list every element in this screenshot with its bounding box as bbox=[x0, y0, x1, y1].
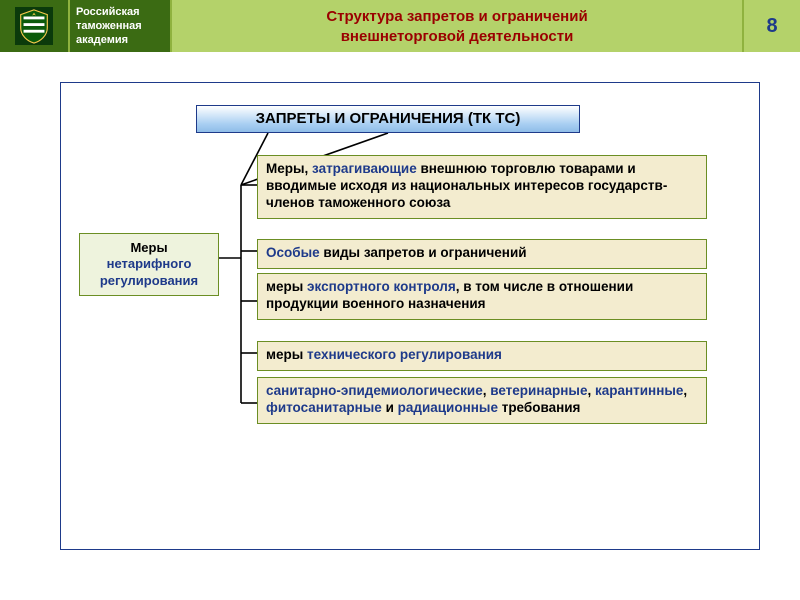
page-number: 8 bbox=[744, 0, 800, 52]
root-node: ЗАПРЕТЫ И ОГРАНИЧЕНИЯ (ТК ТС) bbox=[196, 105, 580, 133]
item-node-1: Меры, затрагивающие внешнюю торговлю тов… bbox=[257, 155, 707, 219]
item-node-2: Особые виды запретов и ограничений bbox=[257, 239, 707, 269]
left-node: Меры нетарифного регулирования bbox=[79, 233, 219, 296]
item-node-4: меры технического регулирования bbox=[257, 341, 707, 371]
title-line-2: внешнеторговой деятельности bbox=[180, 27, 734, 47]
item-node-5: санитарно-эпидемиологические, ветеринарн… bbox=[257, 377, 707, 424]
item-node-3: меры экспортного контроля, в том числе в… bbox=[257, 273, 707, 320]
title-line-1: Структура запретов и ограничений bbox=[180, 7, 734, 27]
left-node-line1: Меры bbox=[84, 240, 214, 256]
org-name: Российская таможенная академия bbox=[70, 0, 170, 52]
customs-emblem-icon bbox=[15, 7, 53, 45]
header: Российская таможенная академия Структура… bbox=[0, 0, 800, 52]
logo-cell bbox=[0, 0, 70, 52]
diagram-canvas: ЗАПРЕТЫ И ОГРАНИЧЕНИЯ (ТК ТС) Меры нетар… bbox=[60, 82, 760, 550]
left-node-line2: нетарифного регулирования bbox=[84, 256, 214, 289]
slide-title: Структура запретов и ограничений внешнет… bbox=[170, 0, 744, 52]
